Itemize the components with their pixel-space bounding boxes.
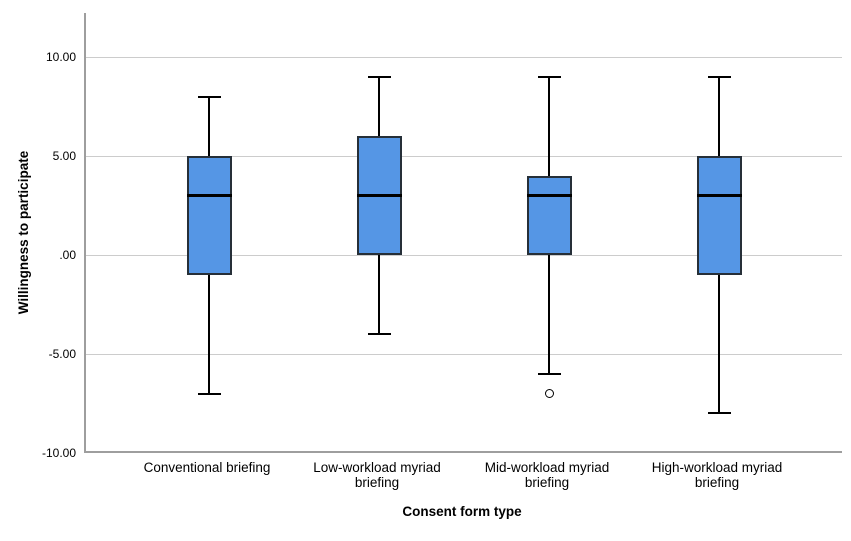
x-axis-title: Consent form type [402,504,522,519]
whisker-cap-top [707,75,731,78]
median-line [696,194,742,198]
whisker-cap-bottom [537,372,561,375]
whisker-cap-bottom [367,333,391,336]
median-line [356,194,402,198]
whisker-upper [378,76,380,137]
gridline [86,57,842,58]
gridline [86,354,842,355]
whisker-cap-bottom [197,392,221,395]
box [526,175,572,255]
whisker-upper [208,96,210,156]
box [696,156,742,275]
gridline [86,255,842,256]
plot-area [84,13,842,453]
category-label: Conventional briefing [143,460,271,475]
box [186,156,232,275]
whisker-cap-bottom [707,412,731,415]
whisker-upper [718,76,720,156]
y-tick-label: -5.00 [48,347,76,361]
whisker-cap-top [367,75,391,78]
category-label: Mid-workload myriad briefing [484,460,610,490]
category-label: High-workload myriad briefing [651,460,783,490]
whisker-cap-top [537,75,561,78]
y-tick-label: 5.00 [52,149,76,163]
gridline [86,156,842,157]
whisker-lower [718,274,720,414]
median-line [526,194,572,198]
category-label: Low-workload myriad briefing [313,460,441,490]
y-tick-label: .00 [59,248,76,262]
y-tick-label: -10.00 [41,446,76,460]
y-axis-title: Willingness to participate [12,13,36,451]
whisker-upper [548,76,550,176]
whisker-lower [548,255,550,374]
y-tick-label: 10.00 [45,50,76,64]
whisker-lower [208,274,210,394]
outlier-point [544,389,554,399]
median-line [186,194,232,198]
whisker-lower [378,255,380,335]
y-axis-title-text: Willingness to participate [16,150,32,314]
whisker-cap-top [197,95,221,98]
